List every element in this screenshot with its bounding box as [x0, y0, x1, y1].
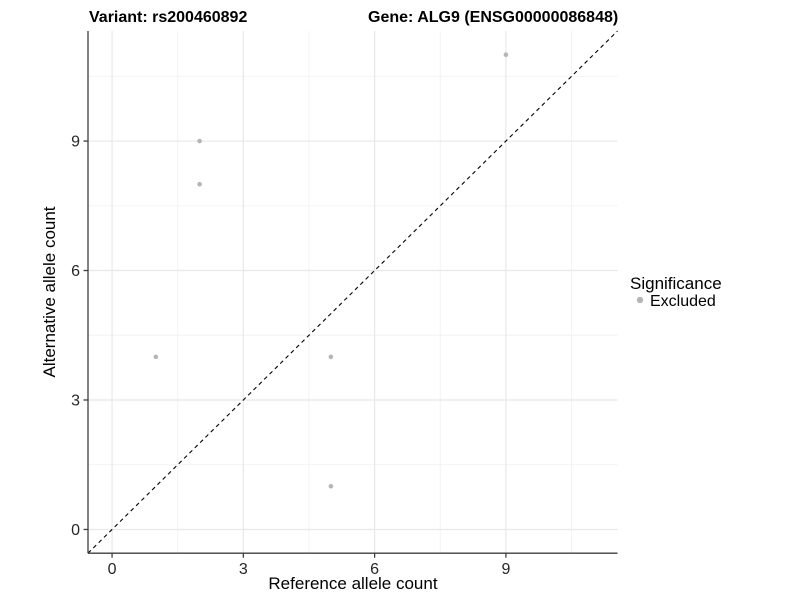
plot-title-variant: Variant: rs200460892 [89, 9, 247, 26]
data-point [328, 354, 334, 360]
gridlines-minor [88, 31, 618, 554]
plot-title-gene: Gene: ALG9 (ENSG00000086848) [368, 9, 618, 26]
x-tick-labels: 0 3 6 9 [108, 561, 511, 578]
data-point [503, 52, 509, 58]
y-tick-label: 6 [71, 263, 80, 280]
identity-reference-line [87, 30, 618, 554]
legend-title: Significance [630, 274, 722, 293]
axis-tick-marks [83, 140, 507, 558]
data-points [153, 52, 509, 489]
y-tick-label: 9 [71, 134, 80, 151]
x-tick-label: 3 [239, 561, 248, 578]
y-axis-title: Alternative allele count [40, 206, 59, 377]
y-tick-label: 0 [71, 522, 80, 539]
data-point [197, 138, 202, 144]
gridlines-major [88, 31, 618, 554]
data-point [153, 354, 159, 360]
x-tick-label: 6 [370, 561, 379, 578]
y-tick-label: 3 [71, 392, 80, 409]
data-point [328, 484, 334, 489]
x-tick-label: 9 [501, 561, 510, 578]
x-axis-title: Reference allele count [268, 574, 437, 593]
y-tick-labels: 0 3 6 9 [71, 134, 80, 539]
legend: Significance Excluded [630, 274, 722, 310]
legend-key-dot-icon [636, 296, 644, 304]
x-tick-label: 0 [108, 561, 117, 578]
data-point [197, 181, 202, 187]
legend-item-label: Excluded [650, 293, 716, 310]
